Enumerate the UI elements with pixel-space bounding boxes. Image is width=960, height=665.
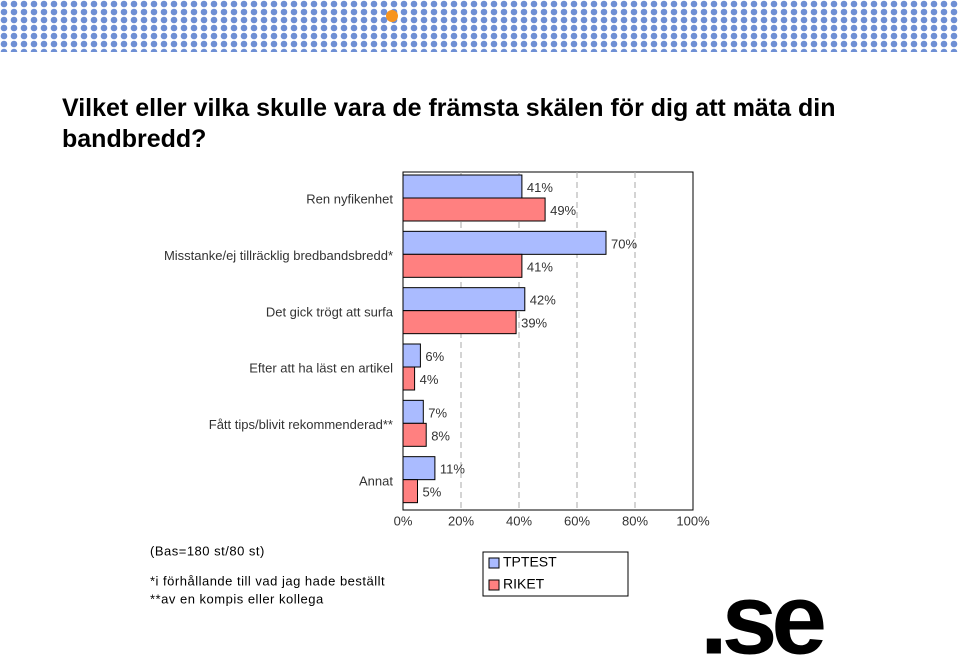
footnote: **av en kompis eller kollega xyxy=(150,591,324,606)
x-tick-label: 0% xyxy=(394,513,413,528)
y-tick-label: Fått tips/blivit rekommenderad** xyxy=(209,417,393,432)
bar xyxy=(402,366,416,391)
bar xyxy=(402,253,523,278)
footnote: *i förhållande till vad jag hade beställ… xyxy=(150,573,385,588)
bar xyxy=(402,479,418,504)
bar xyxy=(402,174,523,199)
value-label: 7% xyxy=(428,405,447,420)
x-tick-label: 100% xyxy=(676,513,710,528)
value-label: 4% xyxy=(420,372,439,387)
y-tick-label: Annat xyxy=(359,473,393,488)
value-label: 41% xyxy=(527,180,553,195)
value-label: 8% xyxy=(431,428,450,443)
base-note: (Bas=180 st/80 st) xyxy=(150,543,265,558)
bar xyxy=(402,399,424,424)
value-label: 41% xyxy=(527,259,553,274)
y-tick-label: Misstanke/ej tillräcklig bredbandsbredd* xyxy=(164,248,393,263)
x-tick-label: 40% xyxy=(506,513,532,528)
y-tick-label: Det gick trögt att surfa xyxy=(266,304,394,319)
value-label: 6% xyxy=(425,349,444,364)
bar xyxy=(402,422,427,447)
legend-swatch xyxy=(488,579,500,591)
x-tick-label: 60% xyxy=(564,513,590,528)
value-label: 5% xyxy=(423,485,442,500)
legend-label: RIKET xyxy=(503,576,545,592)
legend-box xyxy=(482,551,629,597)
bar xyxy=(402,456,436,481)
value-label: 11% xyxy=(440,462,465,477)
logo: .se xyxy=(700,563,824,665)
bar xyxy=(402,343,421,368)
x-tick-label: 80% xyxy=(622,513,648,528)
legend-swatch xyxy=(488,557,500,569)
y-tick-label: Ren nyfikenhet xyxy=(306,192,393,207)
value-label: 39% xyxy=(521,316,547,331)
bar xyxy=(402,310,517,335)
header-dots xyxy=(0,0,960,52)
bar xyxy=(402,197,546,222)
value-label: 49% xyxy=(550,203,576,218)
bar xyxy=(402,230,607,255)
x-tick-label: 20% xyxy=(448,513,474,528)
bar xyxy=(402,287,526,312)
slide-title: Vilket eller vilka skulle vara de främst… xyxy=(62,94,836,153)
legend-label: TPTEST xyxy=(503,554,557,570)
value-label: 70% xyxy=(611,236,637,251)
plot-frame xyxy=(402,171,694,511)
header-accent-dot xyxy=(386,10,398,22)
value-label: 42% xyxy=(530,293,556,308)
y-tick-label: Efter att ha läst en artikel xyxy=(249,361,393,376)
